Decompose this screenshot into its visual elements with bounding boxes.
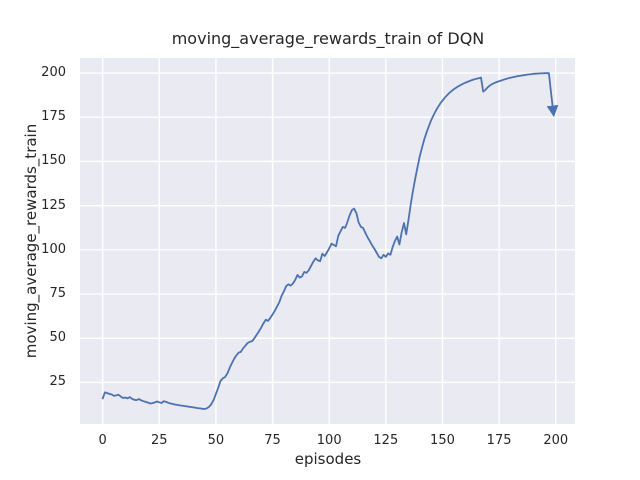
x-axis-label: episodes — [294, 450, 362, 468]
x-tick-label: 50 — [207, 433, 225, 448]
y-tick-label: 150 — [41, 153, 66, 169]
x-tick-label: 75 — [264, 433, 281, 448]
x-tick-label: 100 — [316, 433, 342, 448]
x-tick-label: 175 — [486, 433, 512, 448]
x-tick-label: 200 — [543, 433, 569, 448]
y-tick-label: 200 — [41, 65, 66, 81]
x-tick-label: 0 — [98, 433, 107, 448]
x-tick-label: 25 — [151, 433, 168, 448]
x-tick-label: 125 — [373, 433, 399, 448]
y-tick-label: 175 — [41, 109, 66, 125]
y-tick-label: 50 — [49, 330, 66, 346]
chart-title: moving_average_rewards_train of DQN — [171, 29, 485, 48]
data-line — [101, 72, 559, 410]
y-tick-label: 125 — [41, 197, 66, 213]
plot-background — [80, 58, 575, 424]
y-tick-label: 100 — [41, 241, 66, 257]
x-tick-label: 150 — [430, 433, 455, 448]
y-tick-label: 25 — [49, 374, 66, 390]
y-tick-label: 75 — [49, 286, 66, 302]
